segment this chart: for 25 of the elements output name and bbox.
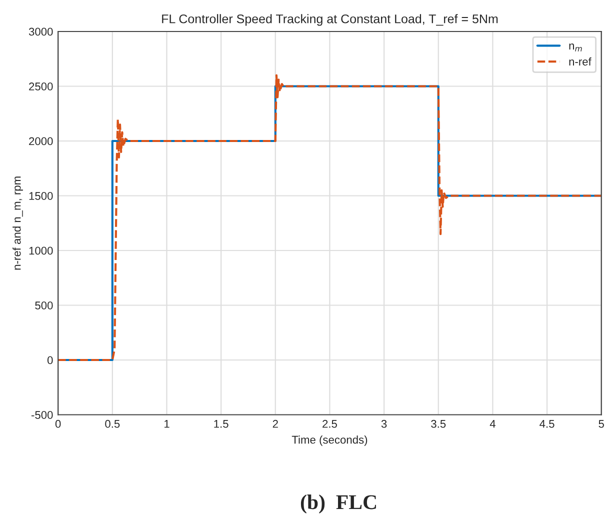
x-tick-label: 0.5 [105, 420, 120, 428]
y-tick-label: 500 [35, 302, 53, 310]
chart-title: FL Controller Speed Tracking at Constant Load, T_ref = 5Nm [162, 14, 498, 26]
y-axis-title: n-ref and n_m, rpm [12, 176, 23, 270]
y-tick-label: 2000 [29, 137, 53, 146]
x-tick-label: 2 [272, 420, 278, 428]
x-axis-title: Time (seconds) [292, 436, 368, 446]
x-tick-label: 4.5 [540, 420, 554, 428]
x-tick-label: 1.5 [214, 420, 228, 428]
y-tick-label: 0 [47, 356, 53, 364]
x-tick-label: 2.5 [322, 420, 337, 428]
legend-label: n$_{m}$ [569, 44, 582, 52]
legend-label: n-ref [569, 57, 592, 66]
y-tick-label: 3000 [28, 28, 53, 36]
y-tick-label: 1500 [29, 192, 53, 200]
text: (b) FLC [300, 494, 376, 514]
x-tick-label: 3.5 [431, 420, 446, 428]
x-tick-label: 5 [598, 420, 604, 428]
y-tick-label: -500 [31, 411, 53, 419]
y-tick-label: 2500 [29, 82, 53, 90]
x-tick-label: 4 [490, 420, 496, 428]
x-tick-label: 1 [164, 420, 170, 428]
x-tick-label: 3 [381, 420, 387, 428]
x-tick-label: 0 [55, 420, 61, 428]
y-tick-label: 1000 [29, 246, 53, 255]
